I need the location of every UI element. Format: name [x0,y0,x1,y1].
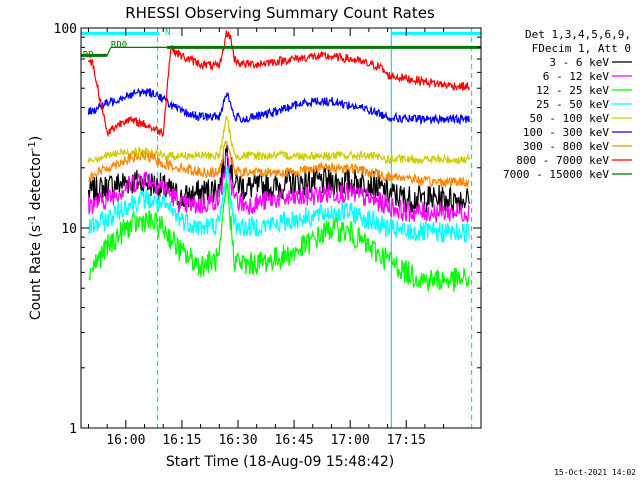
series-line-7 [87,30,470,138]
footer-date: 15-Oct-2021 14:02 [554,468,636,477]
legend-header-line: Det 1,3,4,5,6,9, [525,28,631,41]
legend-label: 7000 - 15000 keV [503,168,609,181]
series-line-5 [87,87,470,126]
series-line-6 [88,140,470,188]
legend-label: 50 - 100 keV [530,112,610,125]
legend-label: 6 - 12 keV [543,70,610,83]
x-tick-label: 16:15 [162,433,201,448]
y-tick-label: 10 [61,222,77,237]
x-tick-label: 16:00 [106,433,145,448]
series-line-2 [88,179,470,292]
x-tick-label: 17:15 [387,433,426,448]
legend-label: 300 - 800 keV [523,140,609,153]
legend-label: 12 - 25 keV [536,84,609,97]
annotation-1: RD [83,51,94,61]
legend-label: 25 - 50 keV [536,98,609,111]
series-line-3 [87,165,470,244]
x-tick-label: 16:30 [218,433,257,448]
series-line-1 [87,151,470,223]
legend: Det 1,3,4,5,6,9,FDecim 1, Att 03 - 6 keV… [503,28,632,181]
annotation-2: N [165,28,170,38]
legend-header-line: FDecim 1, Att 0 [532,42,631,55]
legend-label: 800 - 7000 keV [516,154,609,167]
chart-title: RHESSI Observing Summary Count Rates [125,4,435,22]
annotation-0: RD0 [111,40,127,50]
x-tick-label: 16:45 [275,433,314,448]
y-tick-label: 1 [69,422,77,437]
legend-label: 3 - 6 keV [549,56,609,69]
y-axis-label: Count Rate (s-1 detector-1) [27,136,44,320]
legend-label: 100 - 300 keV [523,126,609,139]
x-axis-label: Start Time (18-Aug-09 15:48:42) [166,454,394,470]
y-tick-label: 100 [54,22,77,37]
series-line-4 [87,115,470,166]
x-tick-label: 17:00 [331,433,370,448]
